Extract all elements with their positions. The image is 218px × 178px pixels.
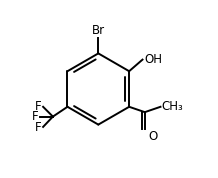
Text: CH₃: CH₃ <box>161 100 183 113</box>
Text: F: F <box>35 121 42 134</box>
Text: F: F <box>35 100 42 113</box>
Text: Br: Br <box>92 24 105 37</box>
Text: F: F <box>32 110 39 123</box>
Text: O: O <box>148 130 157 143</box>
Text: OH: OH <box>144 53 162 66</box>
